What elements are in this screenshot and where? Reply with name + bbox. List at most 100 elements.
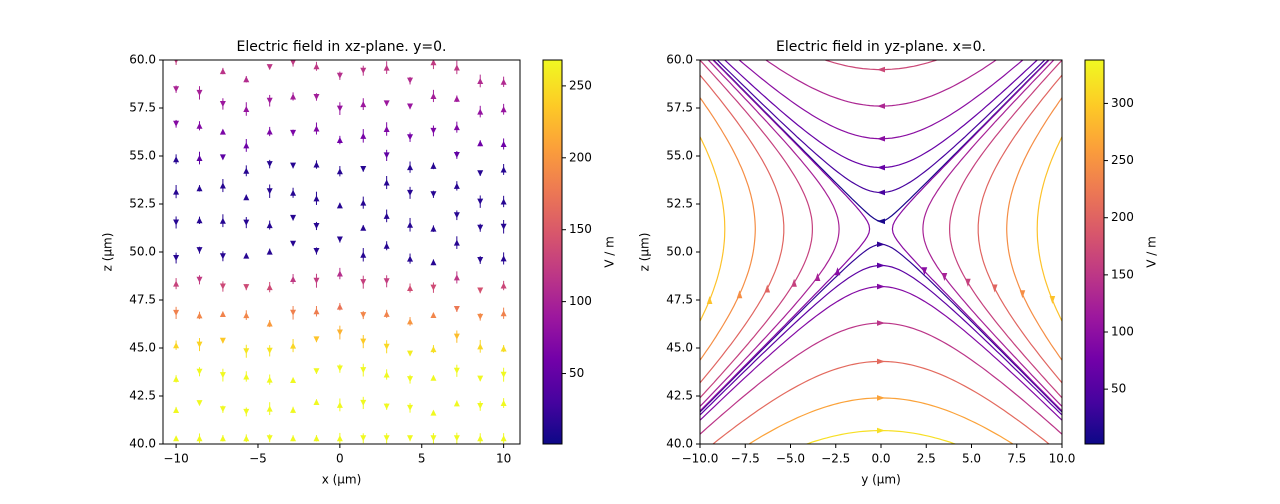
streamline [711,360,1051,444]
field-arrow [313,161,320,168]
field-arrow [430,374,437,381]
field-arrow [383,212,390,219]
field-arrow [290,406,297,413]
field-arrow [477,198,484,205]
field-arrow [243,106,250,113]
field-arrow [383,125,390,132]
y-tick-label: 47.5 [129,293,156,307]
y-axis-label: z (µm) [638,233,652,272]
stream-arrow [877,283,885,290]
colorbar-tick-label: 150 [1111,267,1134,281]
field-arrow [336,303,343,310]
stream-arrow [991,284,998,293]
field-arrow [500,435,507,442]
x-tick-label: −7.5 [731,452,760,466]
colorbar-tick-label: 300 [1111,96,1134,110]
chart-title: Electric field in yz-plane. x=0. [776,39,986,55]
field-arrow [174,60,179,64]
field-arrow [383,179,390,186]
field-arrow [500,282,507,289]
field-arrow [196,185,203,192]
field-arrow [290,240,297,247]
field-arrow [383,403,390,410]
streamline [977,74,1062,384]
field-arrow [430,127,437,134]
field-arrow [243,408,250,415]
field-arrow [219,310,226,317]
y-tick-label: 47.5 [666,293,693,307]
field-arrow [219,182,226,189]
y-tick-label: 42.5 [129,389,156,403]
x-tick-label: 10 [496,452,511,466]
stream-arrow [1049,296,1056,304]
y-tick-label: 60.0 [666,53,693,67]
streamline [700,74,785,384]
field-arrow [360,224,367,231]
stream-arrow [877,262,885,269]
stream-arrow [736,290,743,299]
field-arrow [336,72,343,79]
x-tick-label: 10.0 [1049,452,1076,466]
field-arrow [407,189,414,196]
field-arrow [266,97,273,104]
field-arrow [313,399,320,406]
field-arrow [266,128,273,135]
field-arrow [290,214,297,221]
y-tick-label: 55.0 [129,149,156,163]
field-arrow [173,406,180,413]
field-arrow [196,122,203,129]
field-arrow [219,372,226,379]
field-arrow [266,188,273,195]
stream-arrow [877,135,885,142]
field-arrow [219,154,226,161]
field-arrow [477,375,484,382]
field-arrow [453,212,460,219]
colorbar [1084,59,1105,445]
field-arrow [336,270,343,277]
field-arrow [430,259,437,266]
stream-arrow [877,218,885,225]
field-arrow [290,435,297,442]
field-arrow [360,166,367,173]
stream-arrow [921,267,928,276]
field-arrow [313,336,320,343]
x-tick-label: −10 [163,452,188,466]
stream-arrow [965,278,971,287]
field-arrow [500,166,507,173]
streamline [823,60,939,71]
field-arrow [360,435,367,442]
field-arrow [477,435,484,442]
field-arrow [407,318,414,325]
stream-arrow [877,103,885,109]
field-arrow [360,338,367,345]
stream-arrow [877,320,885,326]
x-axis-label: y (µm) [861,473,901,487]
stream-arrow [877,189,885,196]
field-arrow [336,202,343,209]
field-arrow [196,341,203,348]
field-arrow [243,252,250,259]
field-arrow [290,93,297,100]
field-arrow [266,222,273,229]
field-arrow [336,401,343,408]
field-arrow [173,120,180,127]
field [700,60,1062,444]
field-arrow [313,63,320,70]
field [173,60,507,444]
y-axis-label: z (µm) [101,233,115,272]
stream-arrow [877,427,885,434]
field-arrow [407,221,414,228]
field-arrow [219,68,226,75]
y-tick-label: 52.5 [666,197,693,211]
colorbar-tick-label: 200 [1111,210,1134,224]
field-arrow [500,255,507,262]
field-arrow [173,255,180,262]
field-arrow [196,312,203,319]
field-arrow [173,435,180,442]
field-arrow [313,435,320,442]
field-arrow [266,435,273,442]
field-arrow [500,198,507,205]
x-tick-label: −5.0 [776,452,805,466]
field-arrow [500,223,507,230]
